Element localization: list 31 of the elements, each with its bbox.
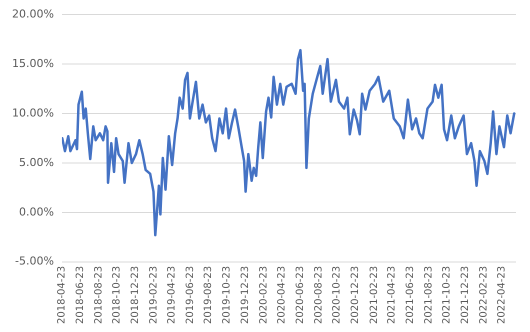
y-tick-label: 15.00%: [12, 56, 54, 70]
x-tick-label: 2019-06-23: [184, 266, 196, 324]
x-tick-label: 2020-04-23: [276, 266, 288, 324]
x-tick-label: 2019-04-23: [166, 266, 178, 324]
x-tick-label: 2022-02-23: [478, 266, 490, 324]
x-tick-label: 2021-02-23: [368, 266, 380, 324]
x-tick-label: 2018-04-23: [56, 266, 68, 324]
x-tick-label: 2019-12-23: [240, 266, 251, 324]
x-tick-label: 2020-08-23: [313, 266, 324, 324]
x-tick-label: 2018-08-23: [93, 266, 104, 324]
x-tick-label: 2021-06-23: [404, 266, 416, 324]
x-tick-label: 2020-02-23: [258, 266, 270, 324]
x-tick-label: 2019-02-23: [148, 266, 160, 324]
x-tick-label: 2021-12-23: [460, 266, 472, 324]
y-tick-label: 10.00%: [12, 106, 54, 120]
x-tick-label: 2019-08-23: [203, 266, 214, 324]
x-tick-label: 2018-12-23: [130, 266, 142, 324]
y-tick-label: -5.00%: [15, 254, 54, 268]
x-tick-label: 2018-06-23: [74, 266, 86, 324]
y-tick-label: 5.00%: [18, 156, 54, 169]
x-tick-label: 2020-06-23: [295, 266, 306, 324]
x-tick-label: 2019-10-23: [222, 266, 233, 324]
y-tick-label: 0.00%: [18, 205, 54, 218]
y-tick-label: 20.00%: [12, 7, 54, 20]
x-tick-label: 2020-12-23: [350, 266, 362, 324]
x-tick-label: 2021-04-23: [386, 266, 398, 324]
x-tick-label: 2020-10-23: [332, 266, 343, 324]
x-tick-label: 2018-10-23: [112, 266, 123, 324]
x-tick-label: 2021-08-23: [423, 266, 434, 324]
x-tick-label: 2021-10-23: [442, 266, 453, 324]
x-tick-label: 2022-04-23: [496, 266, 508, 324]
